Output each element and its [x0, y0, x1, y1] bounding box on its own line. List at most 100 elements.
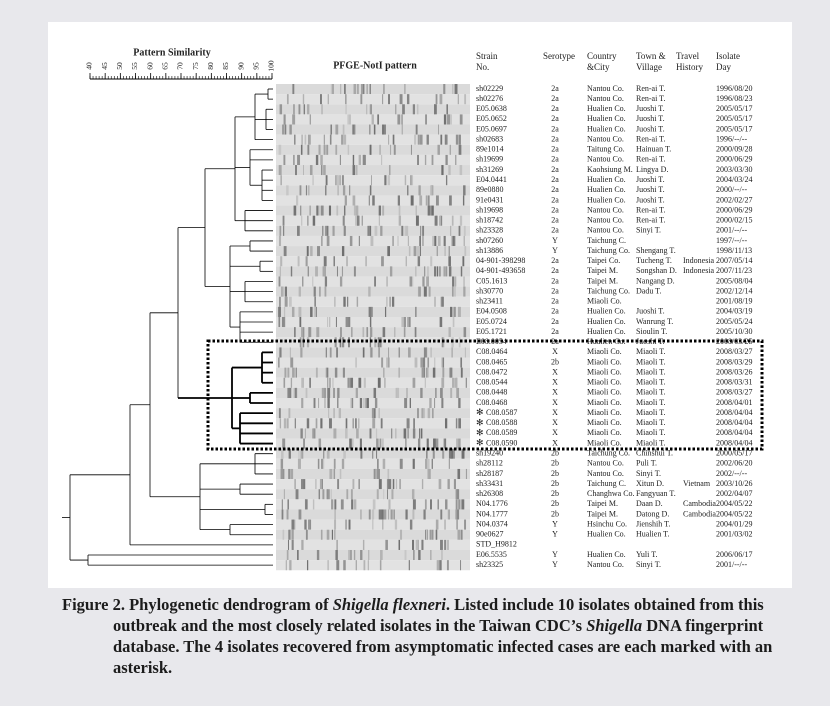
gel-band	[336, 206, 338, 216]
gel-band	[382, 520, 383, 530]
gel-band	[321, 165, 322, 175]
serotype: X	[552, 398, 558, 407]
gel-band	[341, 499, 344, 509]
gel-band	[309, 520, 310, 530]
gel-band	[357, 297, 358, 307]
gel-band	[447, 560, 449, 570]
gel-band	[325, 185, 326, 195]
isolate-day: 2008/04/04	[716, 438, 752, 447]
gel-band	[353, 418, 354, 428]
gel-band	[416, 125, 418, 135]
isolate-day: 2006/06/17	[716, 550, 752, 559]
town: Sioulin T.	[636, 327, 667, 336]
gel-band	[340, 276, 342, 286]
town: Jienshih T.	[636, 519, 670, 528]
gel-band	[353, 155, 354, 165]
gel-band	[323, 165, 325, 175]
gel-band	[380, 560, 382, 570]
gel-band	[302, 276, 303, 286]
gel-band	[349, 439, 352, 449]
scale-title: Pattern Similarity	[133, 47, 210, 58]
gel-band	[388, 347, 389, 357]
gel-band	[459, 135, 461, 145]
gel-band	[437, 560, 440, 570]
town: Ren-ai T.	[636, 205, 665, 214]
gel-band	[312, 276, 313, 286]
gel-band	[388, 135, 389, 145]
gel-band	[374, 388, 377, 398]
gel-band	[355, 418, 357, 428]
gel-band	[415, 327, 417, 337]
gel-band	[417, 408, 419, 418]
gel-band	[337, 175, 340, 185]
gel-band	[419, 195, 422, 205]
gel-band	[290, 358, 293, 368]
gel-band	[327, 398, 329, 408]
gel-band	[345, 520, 347, 530]
gel-band	[464, 236, 465, 246]
gel-band	[368, 287, 370, 297]
country: Nantou Co.	[587, 134, 624, 143]
gel-band	[308, 185, 309, 195]
gel-band	[466, 469, 467, 479]
serotype: 2b	[551, 469, 559, 478]
gel-band	[331, 489, 332, 499]
gel-band	[351, 550, 352, 560]
gel-band	[301, 135, 303, 145]
gel-band	[400, 530, 402, 540]
gel-band	[427, 459, 429, 469]
gel-band	[461, 530, 463, 540]
serotype: X	[552, 408, 558, 417]
country: Hsinchu Co.	[587, 519, 627, 528]
gel-band	[334, 256, 335, 266]
gel-band	[412, 540, 414, 550]
gel-band	[456, 520, 457, 530]
gel-band	[400, 459, 403, 469]
gel-band	[333, 428, 336, 438]
caption: Figure 2. Phylogenetic dendrogram of Shi…	[62, 594, 803, 678]
gel-band	[418, 550, 420, 560]
gel-band	[457, 530, 460, 540]
gel-band	[401, 317, 403, 327]
gel-band	[372, 408, 374, 418]
gel-band	[364, 560, 366, 570]
gel-band	[454, 276, 456, 286]
gel-band	[354, 125, 355, 135]
gel-band	[450, 114, 452, 124]
gel-band	[279, 297, 280, 307]
gel-band	[422, 226, 424, 236]
isolate-day: 2005/05/17	[716, 104, 752, 113]
gel-band	[382, 206, 384, 216]
town: Juoshi T.	[636, 114, 665, 123]
column-header: No.	[476, 62, 489, 72]
gel-band	[357, 84, 359, 94]
gel-band	[316, 206, 318, 216]
strain: E04.0508	[476, 307, 507, 316]
gel-band	[282, 317, 285, 327]
gel-band	[441, 378, 444, 388]
gel-band	[423, 509, 425, 519]
serotype: 2a	[551, 297, 559, 306]
gel-band	[432, 206, 434, 216]
gel-band	[329, 317, 330, 327]
gel-band	[437, 246, 438, 256]
gel-band	[337, 266, 338, 276]
gel-band	[399, 206, 401, 216]
asterisk: ✻	[476, 407, 484, 417]
scale-tick-label: 75	[191, 62, 200, 70]
gel-band	[458, 398, 460, 408]
serotype: X	[552, 347, 558, 356]
gel-band	[291, 520, 294, 530]
gel-lane	[276, 337, 470, 347]
town: Sinyi T.	[636, 469, 661, 478]
strain: 91e0431	[476, 195, 504, 204]
isolate-day: 2008/04/01	[716, 398, 752, 407]
gel-band	[301, 540, 303, 550]
asterisk: ✻	[476, 427, 484, 437]
gel-band	[464, 520, 466, 530]
column-header: Isolate	[716, 51, 740, 61]
gel-band	[337, 398, 338, 408]
gel-band	[332, 530, 333, 540]
town: Dadu T.	[636, 286, 661, 295]
gel-band	[315, 266, 318, 276]
